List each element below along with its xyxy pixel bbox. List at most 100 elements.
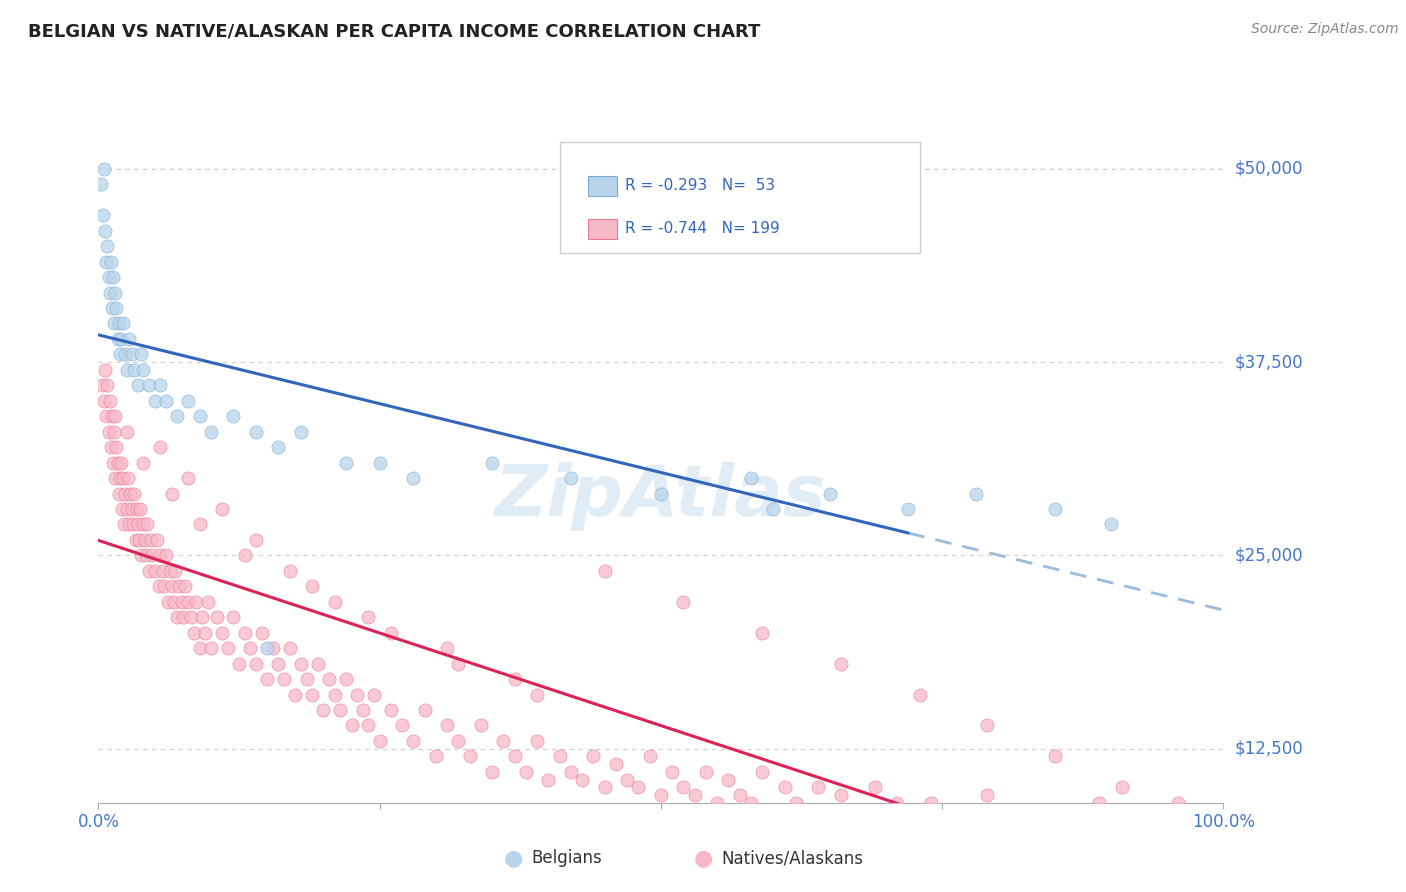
Point [1043, 834, 1066, 848]
Point [222, 409, 245, 424]
Point [301, 688, 323, 702]
Point [96, 378, 118, 392]
Point [425, 749, 447, 764]
Text: $25,000: $25,000 [1234, 547, 1303, 565]
Point [284, 688, 307, 702]
Point [560, 471, 582, 485]
Point [118, 332, 141, 346]
Point [132, 517, 155, 532]
Point [740, 796, 762, 810]
Point [222, 610, 245, 624]
Point [1111, 780, 1133, 795]
Point [1099, 842, 1122, 856]
Point [163, 564, 186, 578]
Point [143, 393, 166, 408]
Point [329, 703, 352, 717]
Point [124, 363, 146, 377]
Point [149, 549, 172, 563]
Point [91, 208, 114, 222]
Point [93, 393, 115, 408]
Point [447, 734, 470, 748]
Point [256, 641, 278, 656]
Point [177, 393, 200, 408]
Point [548, 749, 571, 764]
Point [942, 804, 965, 818]
Point [90, 378, 112, 392]
Point [98, 285, 121, 300]
Point [762, 804, 785, 818]
Point [174, 579, 197, 593]
Point [177, 595, 200, 609]
Point [650, 788, 672, 802]
Point [138, 564, 160, 578]
Point [186, 595, 208, 609]
Point [114, 347, 136, 361]
Point [183, 625, 205, 640]
Point [1189, 857, 1212, 871]
Point [245, 425, 267, 439]
Point [307, 657, 329, 671]
Point [773, 780, 796, 795]
Point [357, 610, 380, 624]
Point [112, 517, 135, 532]
Point [94, 363, 117, 377]
Point [188, 517, 211, 532]
Point [104, 409, 127, 424]
Point [965, 827, 987, 841]
FancyBboxPatch shape [588, 176, 617, 195]
Point [683, 788, 706, 802]
Point [141, 533, 163, 547]
Point [135, 549, 157, 563]
Point [998, 804, 1021, 818]
Point [104, 285, 127, 300]
Point [124, 533, 146, 547]
Point [101, 456, 124, 470]
Text: $50,000: $50,000 [1234, 160, 1303, 178]
Point [1066, 834, 1088, 848]
Point [177, 471, 200, 485]
Point [976, 788, 998, 802]
Point [159, 564, 181, 578]
Point [115, 363, 138, 377]
Point [200, 425, 222, 439]
Point [368, 456, 391, 470]
Point [96, 254, 118, 268]
Point [160, 486, 183, 500]
Point [112, 317, 135, 331]
Point [205, 610, 228, 624]
Point [267, 657, 290, 671]
Point [273, 672, 295, 686]
Point [953, 819, 976, 833]
Point [1032, 804, 1054, 818]
Text: R = -0.293   N=  53: R = -0.293 N= 53 [624, 178, 775, 194]
Point [728, 788, 751, 802]
Point [1201, 811, 1223, 825]
Point [121, 347, 143, 361]
Point [1167, 819, 1189, 833]
Point [233, 549, 256, 563]
Point [841, 804, 863, 818]
Point [115, 502, 138, 516]
Point [1156, 850, 1178, 864]
Point [582, 749, 605, 764]
Point [155, 393, 177, 408]
Point [436, 641, 458, 656]
Point [90, 178, 112, 192]
Point [1054, 811, 1077, 825]
Point [492, 734, 515, 748]
Point [447, 657, 470, 671]
Point [796, 804, 818, 818]
Point [96, 239, 118, 253]
Point [100, 440, 122, 454]
Point [191, 610, 214, 624]
Point [194, 625, 217, 640]
Point [96, 409, 118, 424]
Point [105, 301, 128, 315]
Point [103, 425, 125, 439]
Point [107, 317, 129, 331]
Point [166, 409, 188, 424]
Point [481, 456, 503, 470]
Point [132, 456, 155, 470]
Point [908, 819, 931, 833]
Point [157, 595, 180, 609]
